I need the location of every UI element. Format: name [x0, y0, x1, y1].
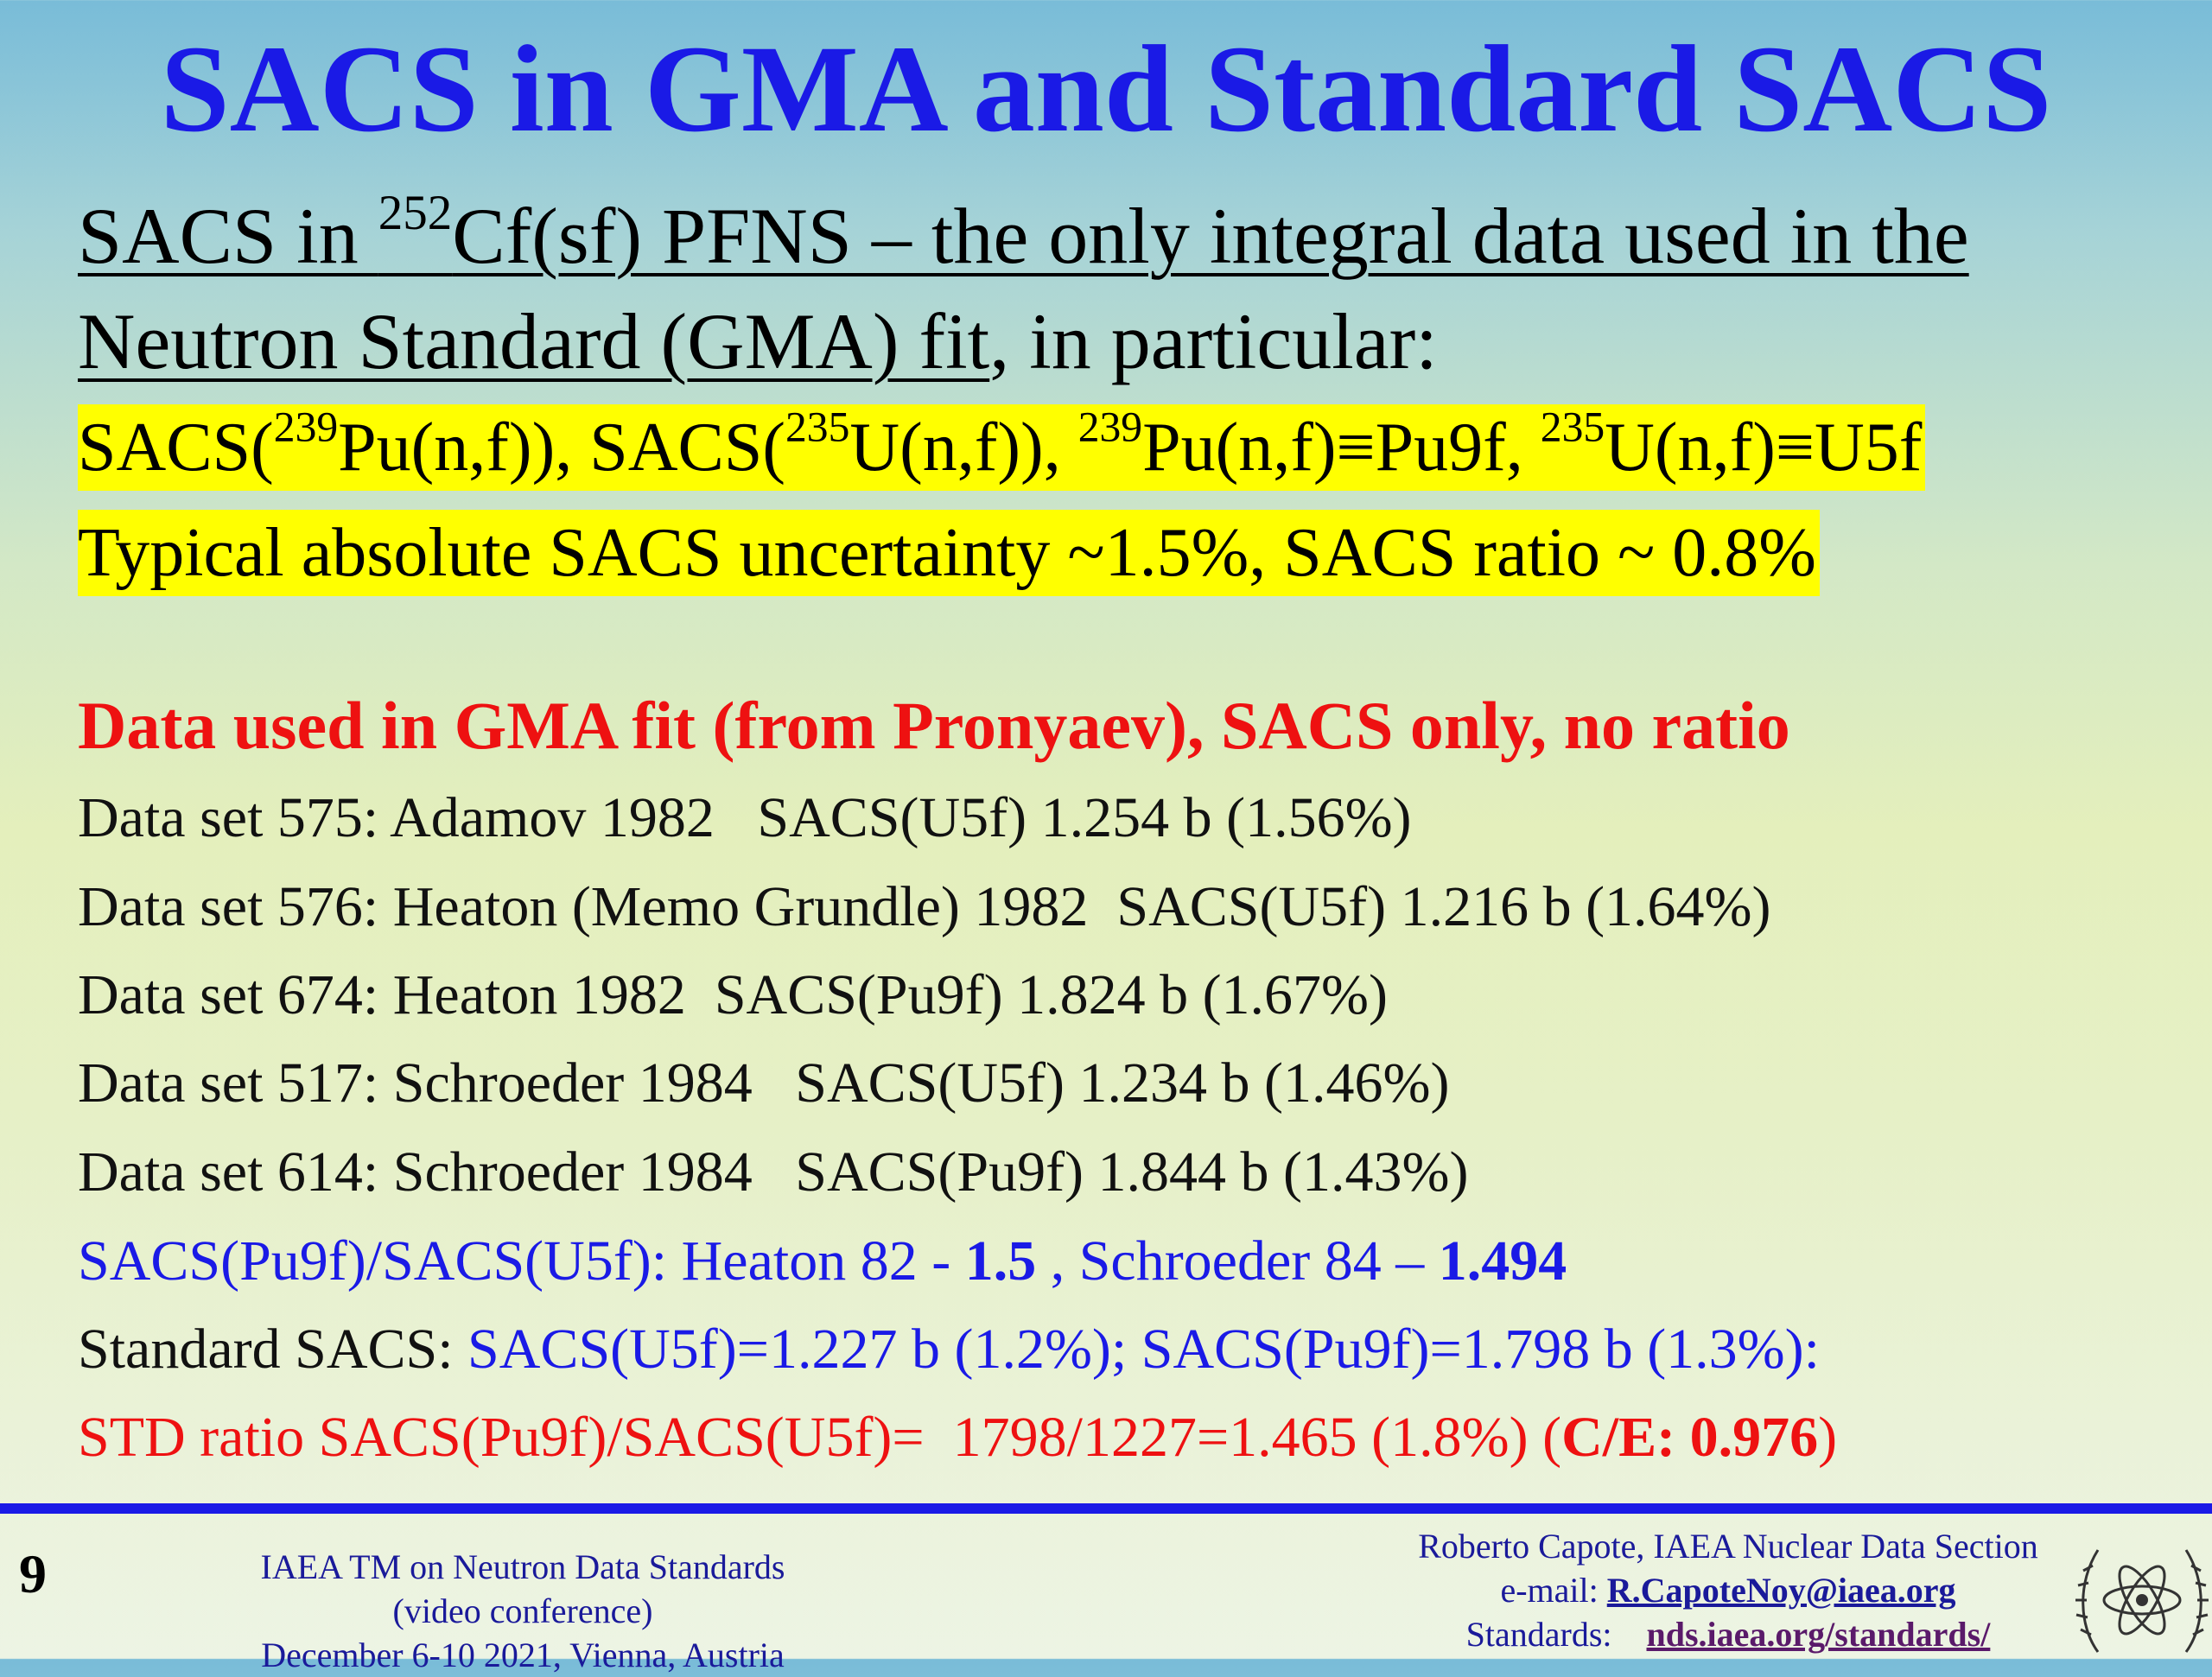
slide-title: SACS in GMA and Standard SACS: [160, 21, 2052, 158]
email-line: e-mail: R.CapoteNoy@iaea.org: [1348, 1568, 2108, 1612]
hl1-sup1: 239: [273, 403, 339, 451]
highlight-line-1: SACS(239Pu(n,f)), SACS(235U(n,f)), 239Pu…: [78, 403, 1926, 491]
intro-text: SACS in 252Cf(sf) PFNS – the only integr…: [78, 183, 2169, 394]
standards-link[interactable]: nds.iaea.org/standards/: [1646, 1615, 1991, 1654]
footer-left-line: December 6-10 2021, Vienna, Austria: [261, 1636, 785, 1674]
footer-bar: [0, 1503, 2212, 1514]
intro-part1: SACS in: [78, 192, 378, 280]
ratio-line: SACS(Pu9f)/SACS(U5f): Heaton 82 - 1.5 , …: [78, 1225, 1567, 1298]
hl1-a: SACS(: [78, 410, 274, 486]
std-ratio-a: STD ratio SACS(Pu9f)/SACS(U5f)= 1798/122…: [78, 1406, 1562, 1469]
author-line: Roberto Capote, IAEA Nuclear Data Sectio…: [1418, 1527, 2038, 1566]
hl1-sup2: 235: [785, 403, 850, 451]
intro-part2: Cf(sf) PFNS – the only integral data use…: [78, 192, 1969, 385]
standards-line: Standards: nds.iaea.org/standards/: [1348, 1612, 2108, 1656]
standard-line: Standard SACS: SACS(U5f)=1.227 b (1.2%);…: [78, 1313, 1820, 1386]
dataset-row: Data set 614: Schroeder 1984 SACS(Pu9f) …: [78, 1140, 1469, 1204]
intro-underlined: SACS in 252Cf(sf) PFNS – the only integr…: [78, 188, 1969, 385]
sup-252: 252: [378, 186, 453, 241]
hl1-sup3: 239: [1077, 403, 1143, 451]
dataset-row: Data set 575: Adamov 1982 SACS(U5f) 1.25…: [78, 786, 1412, 849]
standards-label: Standards:: [1465, 1615, 1647, 1654]
ratio-b: 1.5: [964, 1229, 1037, 1293]
ratio-d: 1.494: [1438, 1229, 1567, 1293]
hl1-sup4: 235: [1540, 403, 1605, 451]
footer-right: Roberto Capote, IAEA Nuclear Data Sectio…: [1348, 1524, 2108, 1656]
footer-left-line: (video conference): [392, 1591, 653, 1630]
std-ratio-b: C/E: 0.976: [1561, 1406, 1819, 1469]
dataset-row: Data set 576: Heaton (Memo Grundle) 1982…: [78, 875, 1771, 938]
dataset-row: Data set 674: Heaton 1982 SACS(Pu9f) 1.8…: [78, 963, 1389, 1026]
std-ratio-line: STD ratio SACS(Pu9f)/SACS(U5f)= 1798/122…: [78, 1401, 1837, 1474]
standard-a: Standard SACS:: [78, 1318, 468, 1381]
hl1-d: Pu(n,f)≡Pu9f,: [1142, 410, 1541, 486]
standard-b: SACS(U5f)=1.227 b (1.2%); SACS(Pu9f)=1.7…: [467, 1318, 1820, 1381]
hl1-c: U(n,f)),: [849, 410, 1078, 486]
ratio-c: , Schroeder 84 –: [1036, 1229, 1439, 1293]
hl1-e: U(n,f)≡U5f: [1605, 410, 1923, 486]
iaea-emblem-icon: [2075, 1549, 2209, 1653]
dataset-row: Data set 517: Schroeder 1984 SACS(U5f) 1…: [78, 1051, 1450, 1115]
email-link[interactable]: R.CapoteNoy@iaea.org: [1606, 1571, 1956, 1610]
page-number: 9: [19, 1543, 47, 1604]
highlight-line-2: Typical absolute SACS uncertainty ~1.5%,…: [78, 510, 1820, 596]
footer-left-line: IAEA TM on Neutron Data Standards: [260, 1547, 785, 1586]
ratio-a: SACS(Pu9f)/SACS(U5f): Heaton 82 -: [78, 1229, 965, 1293]
hl2-text: Typical absolute SACS uncertainty ~1.5%,…: [78, 510, 1820, 596]
hl1-b: Pu(n,f)), SACS(: [338, 410, 785, 486]
footer-left: IAEA TM on Neutron Data Standards (video…: [216, 1545, 830, 1677]
email-label: e-mail:: [1500, 1571, 1607, 1610]
std-ratio-c: ): [1818, 1406, 1838, 1469]
red-heading: Data used in GMA fit (from Pronyaev), SA…: [78, 688, 1790, 763]
intro-part3: , in particular:: [989, 297, 1438, 385]
